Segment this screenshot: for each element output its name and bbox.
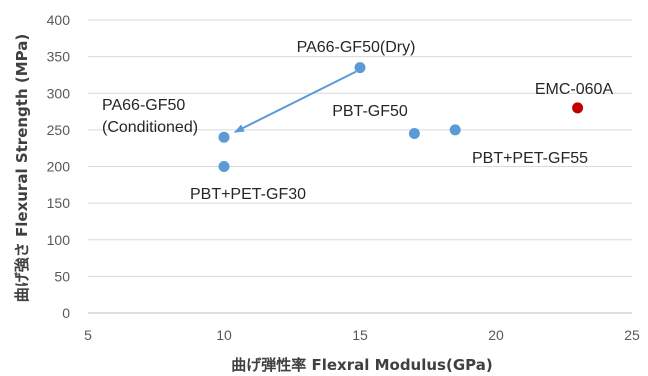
data-point: [449, 124, 461, 136]
annotation-arrow-layer: [233, 70, 357, 133]
data-points: [218, 62, 584, 172]
gridlines: [88, 19, 632, 314]
point-label: PA66-GF50(Dry): [297, 39, 416, 56]
y-tick-label: 100: [47, 232, 71, 248]
data-point: [572, 102, 584, 114]
x-tick-label: 15: [352, 327, 368, 343]
y-tick-label: 200: [47, 159, 71, 175]
point-label: PBT+PET-GF30: [190, 186, 306, 203]
x-tick-label: 5: [84, 327, 92, 343]
x-tick-label: 25: [624, 327, 640, 343]
data-point: [218, 131, 230, 143]
y-tick-label: 150: [47, 195, 71, 211]
point-labels: PA66-GF50(Dry) PA66-GF50 (Conditioned) PBT+…: [102, 39, 613, 203]
x-tick-label: 10: [216, 327, 232, 343]
y-tick-label: 50: [54, 268, 70, 284]
y-tick-label: 250: [47, 122, 71, 138]
x-axis-title: 曲げ弾性率 Flexral Modulus(GPa): [231, 356, 492, 374]
x-tick-labels: 5 10 15 20 25: [84, 327, 640, 343]
data-point: [218, 161, 230, 172]
y-tick-label: 400: [47, 12, 71, 28]
data-point: [354, 62, 366, 74]
y-tick-labels: 0 50 100 150 200 250 300 350 400: [47, 12, 71, 321]
point-label: PA66-GF50 (Conditioned): [102, 97, 198, 136]
y-tick-label: 350: [47, 49, 71, 65]
data-point: [408, 128, 420, 140]
x-tick-label: 20: [488, 327, 504, 343]
point-label: PBT+PET-GF55: [472, 150, 588, 167]
y-axis-title: 曲げ強さ Flexural Strength (MPa): [13, 34, 31, 302]
point-label: PBT-GF50: [332, 103, 408, 120]
y-tick-label: 0: [62, 305, 70, 321]
point-label: EMC-060A: [535, 81, 614, 98]
annotation-arrow: [233, 70, 357, 133]
y-tick-label: 300: [47, 85, 71, 101]
